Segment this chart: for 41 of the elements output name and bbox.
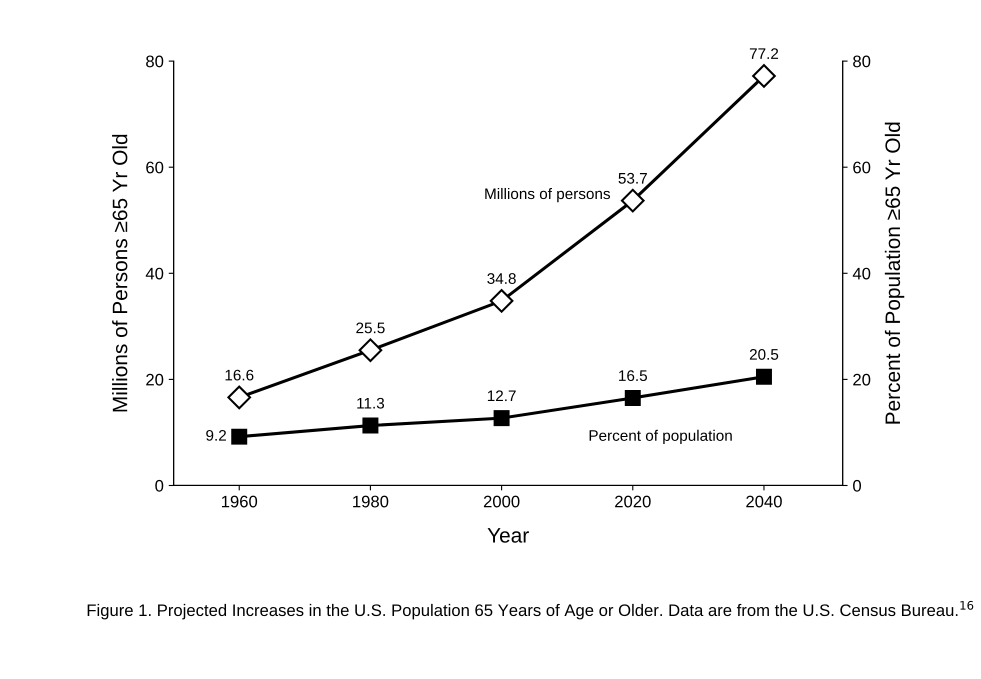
point: [227, 386, 252, 410]
y2-tick-label: 20: [853, 374, 870, 386]
caption: Figure 1. Projected Increases in the U.S. Population 65 Years of Age or Older. Data are from the U.S. Census Bureau.$^{16}$: [88, 600, 974, 620]
y2-tick-label: 80: [853, 56, 870, 68]
point: [494, 410, 510, 426]
y-tick-label: 80: [146, 56, 164, 68]
point: [358, 338, 382, 362]
y-tick-label: 40: [146, 268, 164, 280]
x-axis-title: Year: [488, 528, 529, 543]
point: [756, 368, 772, 385]
series-label: Millions of persons: [485, 188, 610, 202]
x-tick-label: 2000: [484, 496, 520, 508]
data-label: 77.2: [750, 48, 778, 59]
data-label: 16.6: [226, 370, 254, 381]
y-tick-label: 60: [146, 162, 164, 174]
y-axis-title: Millions of Persons ≥65 Yr Old: [112, 134, 128, 412]
y2-axis-title: Percent of Population ≥65 Yr Old: [884, 122, 904, 424]
point: [624, 390, 641, 406]
data-label: 16.5: [619, 370, 648, 382]
y2-tick-label: 60: [853, 162, 870, 174]
x-tick-label: 2020: [615, 496, 651, 508]
y2-tick-label: 40: [852, 268, 870, 280]
data-label: 20.5: [750, 349, 778, 360]
x-tick-label: 1960: [222, 496, 258, 508]
data-label: 25.5: [356, 322, 385, 334]
y2-tick-label: 0: [853, 480, 862, 492]
point: [620, 188, 645, 212]
data-label: 53.7: [618, 172, 647, 184]
point: [231, 428, 248, 445]
y-tick-label: 20: [146, 374, 164, 386]
x-tick-label: 1980: [353, 496, 388, 508]
y-tick-label: 0: [155, 480, 164, 492]
data-label: 34.8: [487, 273, 516, 284]
x-tick-label: 2040: [746, 496, 782, 508]
point: [490, 289, 514, 313]
point: [752, 64, 776, 88]
series-label: Percent of population: [590, 430, 732, 444]
data-label: 9.2: [206, 430, 226, 441]
data-label: 12.7: [488, 390, 516, 402]
point: [362, 418, 378, 434]
data-label: 11.3: [357, 398, 384, 409]
